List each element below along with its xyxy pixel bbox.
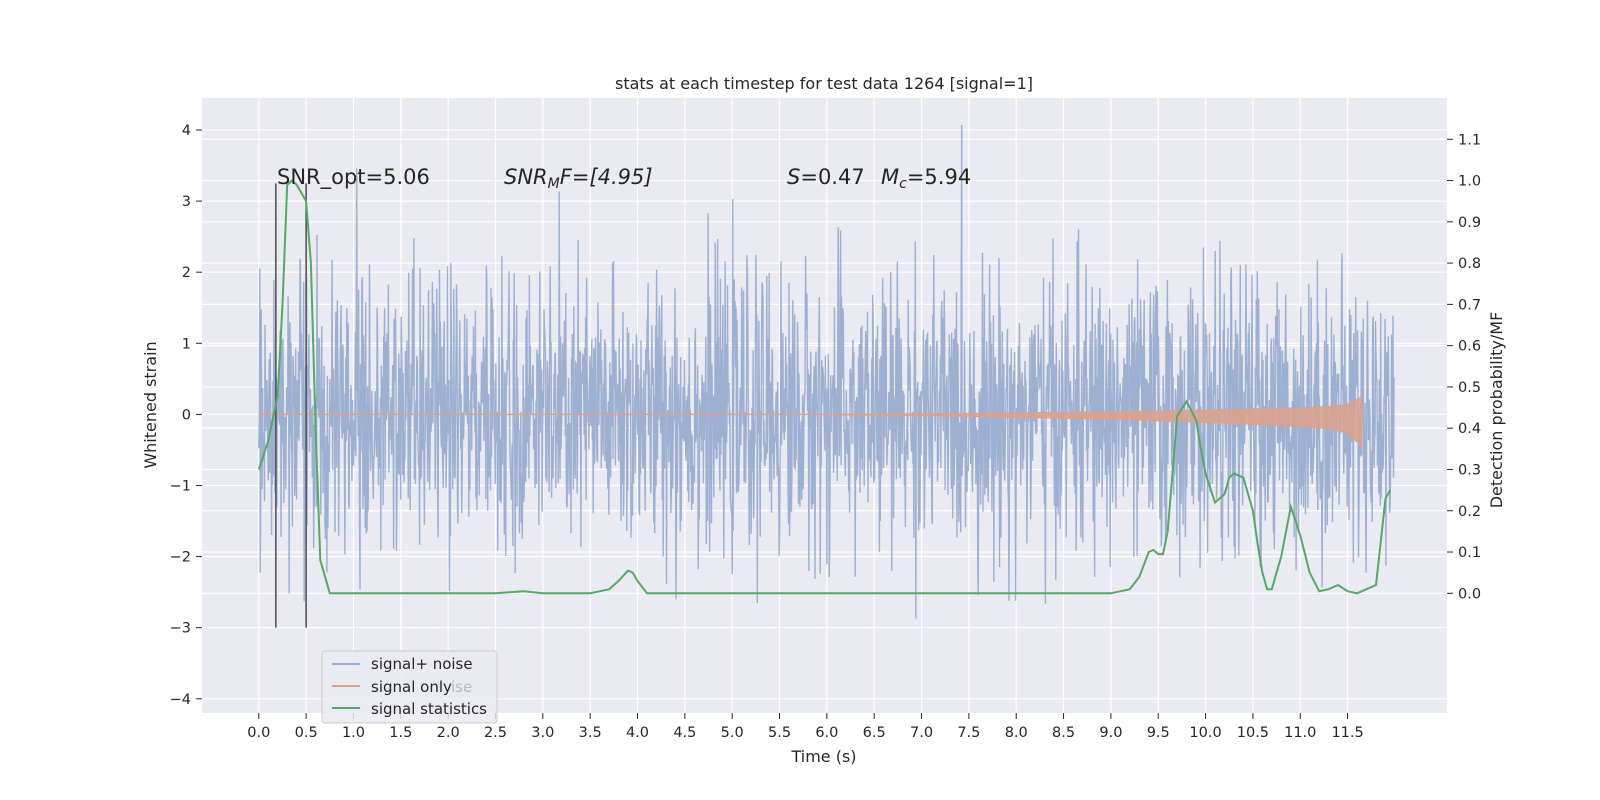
x-tick-label: 1.5 (389, 725, 412, 741)
series-signal-noise (258, 124, 1395, 619)
x-tick-label: 8.5 (1052, 725, 1075, 741)
x-tick-label: 3.5 (579, 725, 602, 741)
x-tick-label: 4.0 (626, 725, 649, 741)
annotation-spin-name: S (787, 165, 800, 189)
x-tick-label: 5.0 (721, 725, 744, 741)
annotation-snr-mf-sub: M (548, 176, 560, 192)
x-tick-label: 10.0 (1189, 725, 1221, 741)
x-tick-label: 11.0 (1284, 725, 1316, 741)
legend-label-signal-noise: signal+ noise (371, 655, 473, 673)
right-y-tick-label: 1.1 (1458, 132, 1481, 148)
series-signal-statistics (257, 179, 1392, 595)
x-tick-label: 8.0 (1005, 725, 1028, 741)
right-y-tick-label: 0.5 (1458, 380, 1481, 396)
y-tick-label: 2 (182, 265, 191, 281)
y-tick-label: −2 (170, 550, 191, 566)
chart-title: stats at each timestep for test data 126… (615, 74, 1033, 93)
legend-ghost-text: ise (451, 678, 472, 696)
annotation-chirp-mass-name: M (881, 165, 899, 189)
annotation-snr-mf-name: SNR (504, 165, 548, 189)
right-y-tick-label: 0.7 (1458, 297, 1481, 313)
y-axis-ticks: 4 3 2 1 0 −1 −2 −3 −4 (170, 123, 202, 708)
right-y-tick-label: 0.3 (1458, 462, 1481, 478)
y-tick-label: 4 (182, 123, 191, 139)
x-tick-label: 3.0 (531, 725, 554, 741)
right-y-tick-label: 0.4 (1458, 421, 1481, 437)
x-tick-label: 4.5 (673, 725, 696, 741)
legend-box (321, 650, 498, 724)
legend-label-signal-statistics: signal statistics (371, 700, 487, 718)
y-axis-label: Whitened strain (141, 341, 160, 468)
signal-only-chirp (826, 395, 1363, 448)
x-axis-ticks: 0.0 0.5 1.0 1.5 2.0 2.5 3.0 3.5 4.0 4.5 5.0 5.5 6.0 6… (247, 713, 1364, 741)
legend-label-signal-only: signal only (371, 678, 452, 696)
x-tick-label: 7.0 (910, 725, 933, 741)
signal-statistics-line (257, 179, 1392, 595)
right-y-axis-label: Detection probability/MF (1487, 312, 1506, 509)
legend: ise signal+ noise signal only signal sta… (321, 650, 498, 724)
right-y-tick-label: 0.8 (1458, 256, 1481, 272)
x-tick-label: 9.0 (1099, 725, 1122, 741)
right-y-axis-ticks: 1.1 1.0 0.9 0.8 0.7 0.6 0.5 0.4 0.3 0.2 0.1 0.0 (1447, 132, 1481, 602)
y-tick-label: −3 (170, 621, 191, 637)
annotation-chirp-mass-value: =5.94 (907, 165, 971, 189)
annotation-chirp-mass-sub: c (899, 176, 907, 192)
y-tick-label: −1 (170, 478, 191, 494)
annotation-snr-mf: SNRMF=[4.95] (504, 165, 653, 192)
annotation-snr-mf-suffix: F=[4.95] (560, 165, 653, 189)
y-tick-label: 0 (182, 407, 191, 423)
x-tick-label: 2.0 (437, 725, 460, 741)
x-tick-label: 10.5 (1237, 725, 1269, 741)
x-tick-label: 6.5 (863, 725, 886, 741)
right-y-tick-label: 0.9 (1458, 215, 1481, 231)
x-tick-label: 11.5 (1331, 725, 1363, 741)
y-tick-label: 3 (182, 194, 191, 210)
series-signal-only (258, 395, 1363, 448)
signal-noise-line (258, 124, 1395, 619)
x-tick-label: 2.5 (484, 725, 507, 741)
x-axis-label: Time (s) (790, 747, 856, 766)
right-y-tick-label: 0.6 (1458, 339, 1481, 355)
x-tick-label: 0.5 (295, 725, 318, 741)
y-tick-label: 1 (182, 336, 191, 352)
x-tick-label: 6.0 (815, 725, 838, 741)
annotation-spin-value: =0.47 (800, 165, 864, 189)
right-y-tick-label: 1.0 (1458, 174, 1481, 190)
annotation-chirp-mass: Mc=5.94 (881, 165, 971, 192)
x-tick-label: 0.0 (247, 725, 270, 741)
x-tick-label: 5.5 (768, 725, 791, 741)
x-tick-label: 7.5 (957, 725, 980, 741)
x-tick-label: 9.5 (1147, 725, 1170, 741)
annotation-snr-opt: SNR_opt=5.06 (277, 165, 430, 190)
annotation-spin: S=0.47 (787, 165, 865, 189)
x-tick-label: 1.0 (342, 725, 365, 741)
right-y-tick-label: 0.1 (1458, 545, 1481, 561)
y-tick-label: −4 (170, 692, 191, 708)
right-y-tick-label: 0.0 (1458, 586, 1481, 602)
right-y-tick-label: 0.2 (1458, 504, 1481, 520)
